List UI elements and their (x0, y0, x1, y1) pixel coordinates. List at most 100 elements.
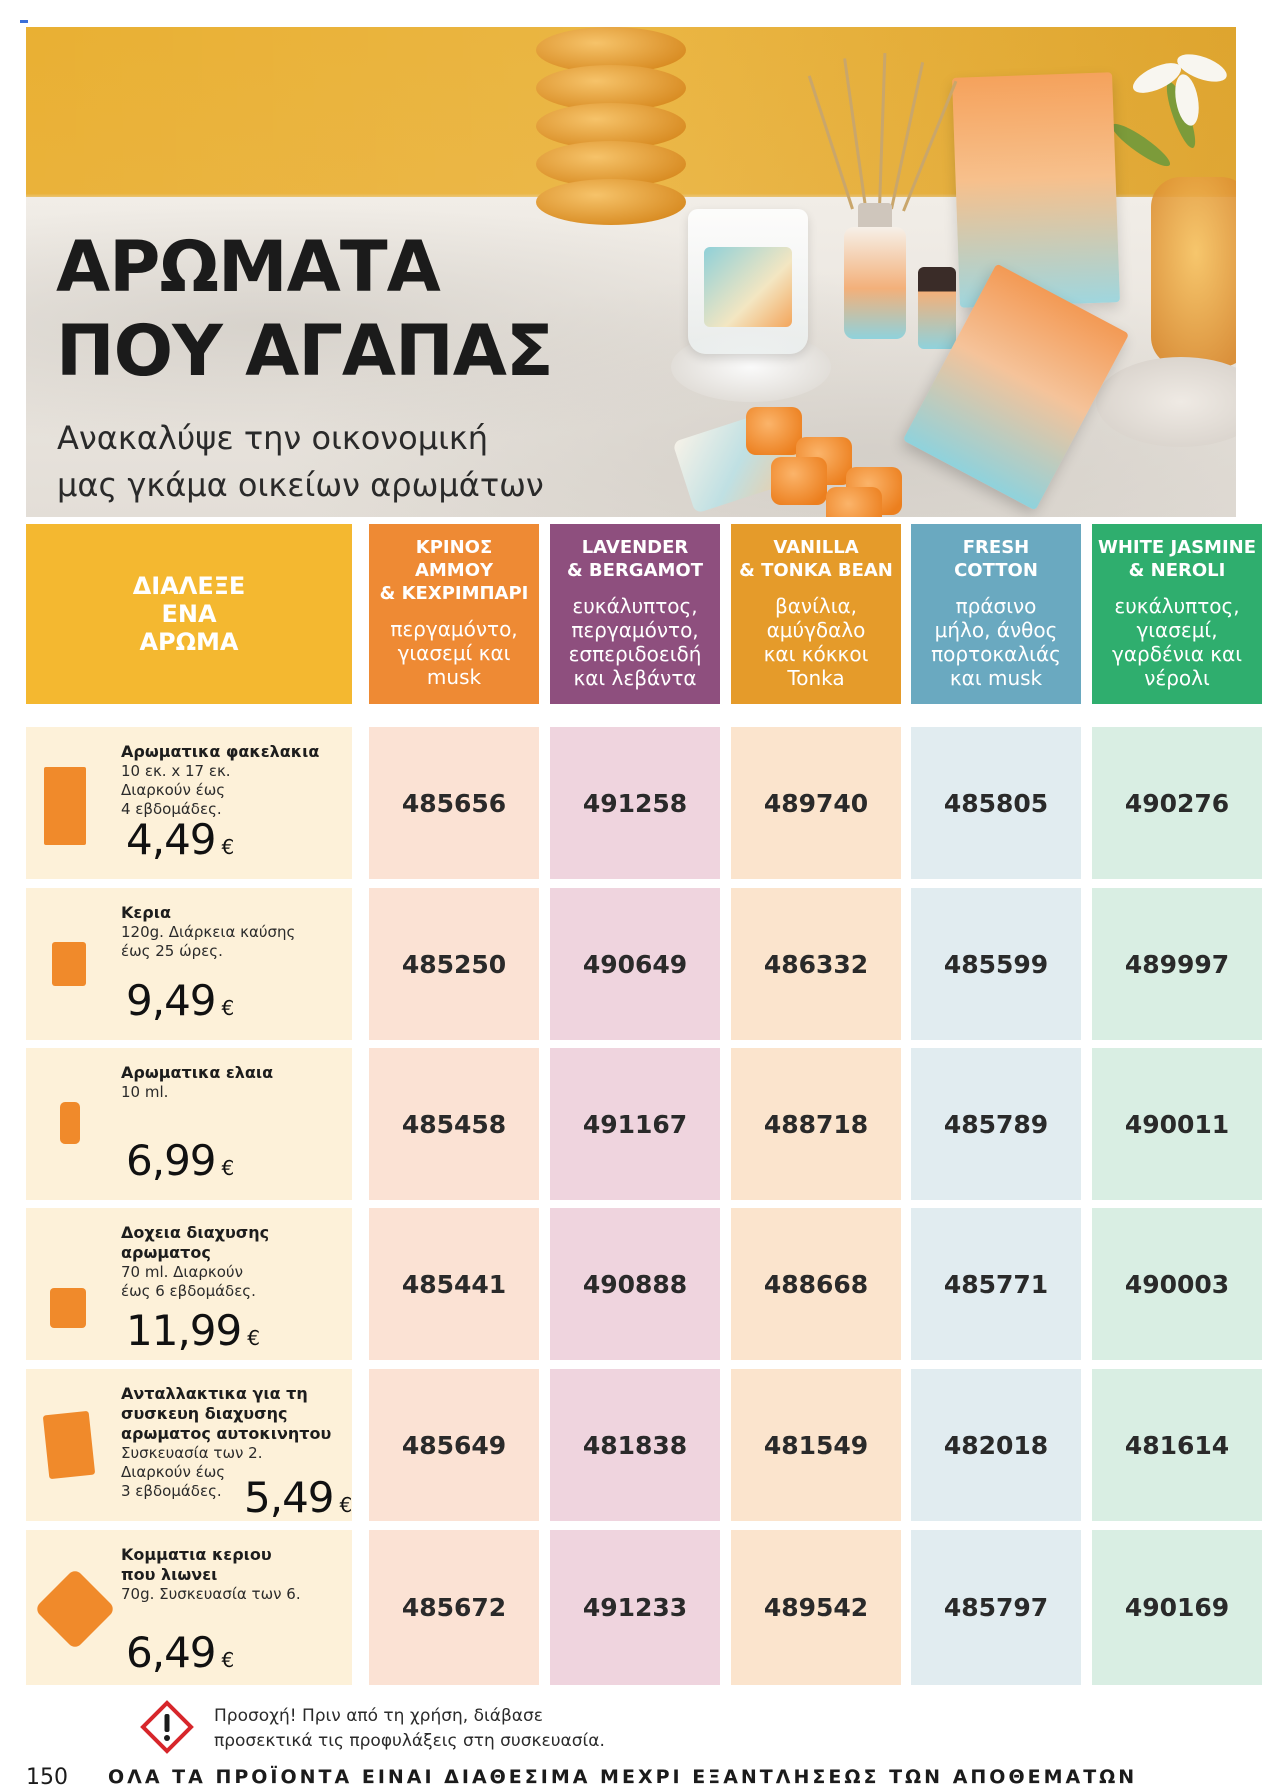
scent-notes-line: περγαμόντο, (390, 617, 518, 641)
scent-notes-line: βανίλια, (774, 594, 858, 618)
scent-name-line: COTTON (954, 560, 1038, 581)
price-currency: € (221, 1156, 235, 1180)
ribbed-vase-image (536, 27, 686, 237)
product-code: 485789 (911, 1048, 1081, 1200)
scent-notes-line: ευκάλυπτος, (572, 594, 698, 618)
scent-notes-line: musk (426, 665, 482, 689)
scent-notes-line: εσπεριδοειδή (568, 642, 702, 666)
scent-notes-line: και musk (949, 666, 1043, 690)
product-price: 4,49 € (126, 815, 234, 864)
subtitle-line: Ανακαλύψε την οικονομική (57, 419, 489, 457)
product-code: 490888 (550, 1208, 720, 1360)
amber-glass-vase-image (1151, 177, 1236, 367)
corner-mark (20, 20, 28, 23)
product-code: 485441 (369, 1208, 539, 1360)
product-code: 482018 (911, 1369, 1081, 1521)
product-name-line: Κερια (121, 903, 171, 922)
product-code: 491233 (550, 1530, 720, 1685)
product-description-line: 70g. Συσκευασία των 6. (121, 1585, 301, 1603)
warning-line: προσεκτικά τις προφυλάξεις στη συσκευασί… (214, 1731, 605, 1751)
product-code: 490276 (1092, 727, 1262, 879)
scent-name: VANILLA & TONKA BEAN (731, 524, 901, 582)
product-name: Κομματια κεριου που λιωνει 70g. Συσκευασία… (121, 1545, 346, 1604)
scent-name-line: LAVENDER (581, 537, 689, 558)
product-price: 9,49 € (126, 976, 235, 1025)
scent-name-line: ΚΡΙΝΟΣ (415, 537, 493, 558)
scent-notes-line: Tonka (787, 666, 845, 690)
scent-notes-line: γαρδένια και (1112, 642, 1242, 666)
reed-diffuser-icon (50, 1288, 86, 1328)
product-description-line: Συσκευασία των 2. (121, 1444, 263, 1462)
scent-header-4: FRESH COTTON πράσινο μήλο, άνθος πορτοκαλιάς… (911, 524, 1081, 704)
reed-diffuser-image (844, 227, 906, 339)
product-price: 6,49 € (126, 1628, 235, 1677)
fragrance-oil-image (918, 267, 956, 349)
product-description: Συσκευασία των 2. Διαρκούν έως 3 εβδομάδες… (121, 1444, 346, 1501)
wax-melt-image (746, 407, 802, 455)
product-row-label: Αρωματικα φακελακια 10 εκ. x 17 εκ. Διαρκο… (26, 727, 352, 879)
product-code: 489542 (731, 1530, 901, 1685)
price-value: 6,49 (126, 1628, 217, 1677)
product-code: 485805 (911, 727, 1081, 879)
sachet-icon (44, 767, 86, 845)
page-subtitle: Ανακαλύψε την οικονομική μας γκάμα οικεί… (57, 415, 544, 509)
product-name: Κερια 120g. Διάρκεια καύσης έως 25 ώρες. (121, 903, 346, 961)
scent-name-line: & BERGAMOT (566, 560, 704, 581)
price-value: 11,99 (126, 1306, 242, 1355)
price-currency: € (221, 996, 235, 1020)
product-name: Δοχεια διαχυσης αρωματος 70 ml. Διαρκούν έω… (121, 1223, 346, 1301)
product-code: 490011 (1092, 1048, 1262, 1200)
scent-notes-line: γιασεμί και (397, 641, 511, 665)
scent-header-5: WHITE JASMINE & NEROLI ευκάλυπτος, γιασεμί,… (1092, 524, 1262, 704)
product-name: Αρωματικα φακελακια 10 εκ. x 17 εκ. Διαρκο… (121, 742, 346, 819)
product-code: 489740 (731, 727, 901, 879)
product-code: 491258 (550, 727, 720, 879)
wax-melt-image (771, 457, 827, 505)
product-description-line: έως 25 ώρες. (121, 942, 223, 960)
wax-melt-image (826, 487, 882, 517)
scent-notes-line: ευκάλυπτος, (1114, 594, 1240, 618)
scent-header-1: ΚΡΙΝΟΣ ΑΜΜΟΥ & ΚΕΧΡΙΜΠΑΡΙ περγαμόντο, γιασεμ… (369, 524, 539, 704)
product-description-line: 70 ml. Διαρκούν (121, 1263, 243, 1281)
product-description-line: Διαρκούν έως (121, 781, 226, 799)
availability-note: ΟΛΑ ΤΑ ΠΡΟΪΟΝΤΑ ΕΙΝΑΙ ΔΙΑΘΕΣΙΜΑ ΜΕΧΡΙ ΕΞ… (108, 1766, 1138, 1788)
product-price: 6,99 € (126, 1136, 235, 1185)
hero-banner: ΑΡΩΜΑΤΑ ΠΟΥ ΑΓΑΠΑΣ Ανακαλύψε την οικονομ… (26, 27, 1236, 517)
price-currency: € (221, 1648, 235, 1672)
product-name-line: αρωματος αυτοκινητου (121, 1424, 332, 1443)
product-code: 490169 (1092, 1530, 1262, 1685)
scent-name-line: VANILLA (773, 537, 859, 558)
product-code: 485250 (369, 888, 539, 1040)
product-description-line: έως 6 εβδομάδες. (121, 1282, 256, 1300)
scent-notes: βανίλια, αμύγδαλο και κόκκοι Tonka (731, 594, 901, 690)
scent-notes-line: περγαμόντο, (571, 618, 699, 642)
scent-notes-line: και λεβάντα (573, 666, 697, 690)
page-title: ΑΡΩΜΑΤΑ ΠΟΥ ΑΓΑΠΑΣ (56, 225, 554, 393)
page-number: 150 (26, 1765, 68, 1790)
wax-melt-icon (33, 1567, 117, 1651)
scent-notes: ευκάλυπτος, περγαμόντο, εσπεριδοειδή και λε… (550, 594, 720, 690)
scent-header-3: VANILLA & TONKA BEAN βανίλια, αμύγδαλο και κ… (731, 524, 901, 704)
candle-label-image (704, 247, 792, 327)
product-name: Αρωματικα ελαια 10 ml. (121, 1063, 346, 1102)
price-value: 4,49 (126, 815, 217, 864)
product-name-line: Αρωματικα φακελακια (121, 742, 320, 761)
product-name-line: Κομματια κεριου (121, 1545, 272, 1564)
product-code: 490003 (1092, 1208, 1262, 1360)
product-name-line: συσκευη διαχυσης (121, 1404, 288, 1423)
scent-name: FRESH COTTON (911, 524, 1081, 582)
scent-name: WHITE JASMINE & NEROLI (1092, 524, 1262, 582)
product-description: 10 ml. (121, 1083, 346, 1102)
product-code: 490649 (550, 888, 720, 1040)
product-name: Ανταλλακτικα για τη συσκευη διαχυσης αρωμα… (121, 1384, 346, 1501)
choose-scent-header: ΔΙΑΛΕΞΕ ΕΝΑ ΑΡΩΜΑ (26, 524, 352, 704)
product-description: 70 ml. Διαρκούν έως 6 εβδομάδες. (121, 1263, 346, 1301)
scent-name: ΚΡΙΝΟΣ ΑΜΜΟΥ & ΚΕΧΡΙΜΠΑΡΙ (369, 524, 539, 605)
product-code: 488668 (731, 1208, 901, 1360)
product-code: 481838 (550, 1369, 720, 1521)
price-currency: € (339, 1493, 353, 1517)
scent-notes-line: πορτοκαλιάς (931, 642, 1061, 666)
product-description-line: 120g. Διάρκεια καύσης (121, 923, 296, 941)
car-refill-icon (42, 1410, 96, 1480)
price-value: 5,49 (244, 1473, 335, 1522)
